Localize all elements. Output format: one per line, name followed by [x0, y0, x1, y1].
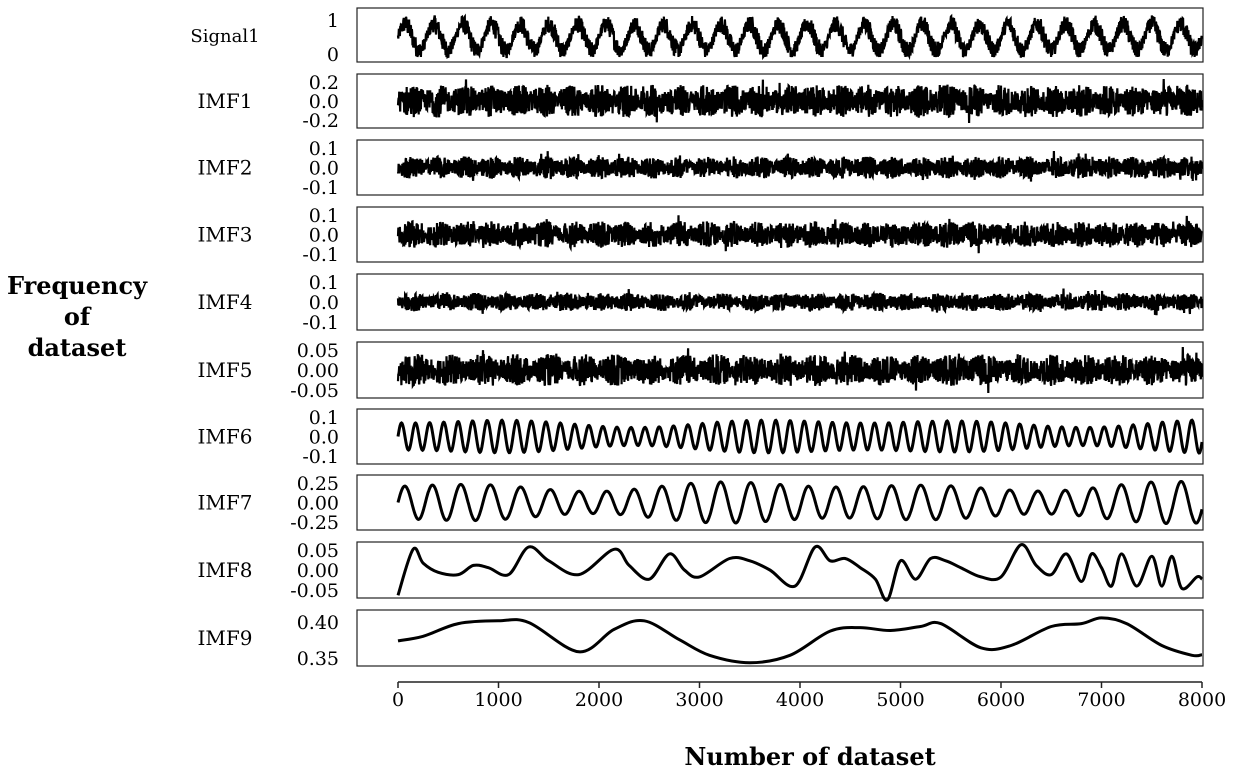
x-tick-label: 1000	[474, 689, 522, 711]
panel-label-imf1: IMF1	[198, 89, 253, 113]
ytick-label-imf5: -0.05	[290, 380, 339, 402]
panel-label-imf8: IMF8	[198, 558, 253, 582]
ytick-label-imf1: 0.2	[309, 72, 339, 94]
ytick-label-imf8: -0.05	[290, 580, 339, 602]
ytick-label-imf3: 0.1	[309, 205, 339, 227]
y-axis-title-line-1: Frequency	[6, 271, 148, 300]
ytick-label-imf3: -0.1	[302, 244, 339, 266]
ytick-label-imf6: 0.1	[309, 407, 339, 429]
panel-label-imf6: IMF6	[198, 425, 253, 449]
panel-label-imf7: IMF7	[198, 491, 253, 515]
ytick-label-imf7: 0.25	[297, 473, 339, 495]
series-line-signal1	[396, 13, 1204, 61]
x-axis-title: Number of dataset	[684, 742, 936, 771]
ytick-label-imf4: 0.0	[309, 292, 339, 314]
ytick-label-imf3: 0.0	[309, 225, 339, 247]
x-tick-label: 2000	[575, 689, 623, 711]
ytick-label-imf8: 0.00	[297, 560, 339, 582]
x-tick-label: 7000	[1077, 689, 1125, 711]
panel-label-imf3: IMF3	[198, 223, 253, 247]
ytick-label-imf2: 0.0	[309, 158, 339, 180]
series-line-imf4	[396, 288, 1204, 316]
series-line-imf8	[396, 543, 1203, 602]
x-tick-label: 6000	[977, 689, 1025, 711]
ytick-label-imf8: 0.05	[297, 540, 339, 562]
ytick-label-imf2: 0.1	[309, 138, 339, 160]
x-tick-label: 3000	[675, 689, 723, 711]
y-axis-title-line-3: dataset	[27, 333, 127, 362]
ytick-label-imf1: 0.0	[309, 91, 339, 113]
ytick-label-imf5: 0.05	[297, 340, 339, 362]
panel-frame-imf9	[356, 609, 1204, 667]
ytick-label-imf9: 0.35	[297, 648, 339, 670]
x-tick-label: 5000	[876, 689, 924, 711]
ytick-label-imf7: 0.00	[297, 493, 339, 515]
panel-frame-imf4	[356, 273, 1204, 331]
series-line-imf3	[396, 215, 1203, 254]
series-line-imf5	[396, 346, 1204, 394]
panel-frame-imf3	[356, 206, 1204, 263]
panel-label-imf2: IMF2	[198, 156, 253, 180]
ytick-label-imf6: 0.0	[309, 427, 339, 449]
ytick-label-signal1: 1	[327, 10, 339, 32]
panel-label-imf5: IMF5	[198, 358, 253, 382]
panel-frame-imf5	[356, 341, 1204, 399]
panel-label-imf4: IMF4	[198, 290, 253, 314]
panel-frame-imf1	[356, 73, 1204, 129]
series-line-imf9	[397, 616, 1203, 665]
series-line-imf6	[396, 418, 1204, 455]
x-tick-label: 4000	[776, 689, 824, 711]
ytick-label-imf5: 0.00	[297, 360, 339, 382]
ytick-label-imf7: -0.25	[290, 512, 339, 534]
ytick-label-imf2: -0.1	[302, 177, 339, 199]
series-line-imf7	[396, 480, 1204, 525]
ytick-label-signal1: 0	[327, 44, 339, 66]
series-line-imf1	[396, 78, 1204, 124]
panel-frame-imf8	[356, 541, 1204, 599]
ytick-label-imf4: 0.1	[309, 272, 339, 294]
panel-label-imf9: IMF9	[198, 626, 253, 650]
x-tick-label: 8000	[1178, 689, 1226, 711]
y-axis-title: Frequency of dataset	[2, 270, 152, 363]
ytick-label-imf9: 0.40	[297, 612, 339, 634]
ytick-label-imf1: -0.2	[302, 110, 339, 132]
panel-label-signal1: Signal1	[190, 26, 259, 47]
ytick-label-imf4: -0.1	[302, 312, 339, 334]
panel-frame-signal1	[356, 7, 1204, 63]
y-axis-title-line-2: of	[63, 302, 91, 331]
series-line-imf2	[396, 150, 1204, 183]
panel-frame-imf7	[356, 474, 1204, 531]
panel-frame-imf6	[356, 408, 1204, 465]
x-tick-label: 0	[392, 689, 404, 711]
ytick-label-imf6: -0.1	[302, 446, 339, 468]
